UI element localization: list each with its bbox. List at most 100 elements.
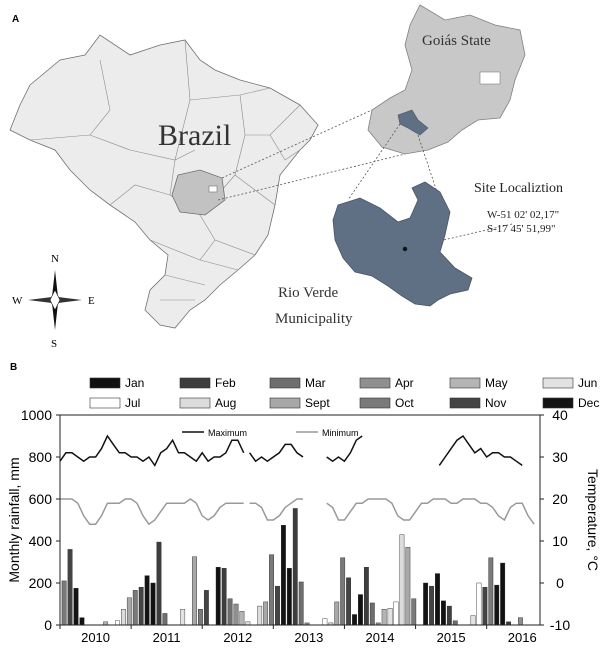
rainfall-bar — [494, 584, 500, 626]
federal-district-brazil — [208, 185, 218, 193]
map-figure: A Brazil Goiás State Site Localiztion — [9, 4, 563, 350]
site-location-marker — [402, 246, 408, 252]
left-tick-label: 800 — [29, 449, 53, 465]
rainfall-bar — [150, 582, 156, 626]
legend-swatch-aug — [179, 397, 211, 409]
rainfall-bar — [441, 600, 446, 626]
year-label: 2012 — [223, 630, 252, 645]
rainfall-bar — [198, 609, 203, 626]
legend-label-jan: Jan — [125, 376, 144, 390]
rainfall-bar — [162, 613, 168, 626]
rainfall-bar — [423, 582, 429, 626]
rainfall-bar — [369, 602, 375, 626]
rainfall-bar — [292, 508, 298, 626]
rainfall-bar — [411, 598, 417, 626]
left-tick-label: 600 — [29, 491, 53, 507]
rainfall-bar — [227, 598, 233, 626]
legend-label-jun: Jun — [578, 376, 597, 390]
left-tick-label: 1000 — [21, 407, 52, 423]
rainfall-bar — [138, 586, 144, 626]
rainfall-bar — [203, 590, 209, 626]
rainfall-bar — [263, 601, 269, 626]
rainfall-bar — [257, 605, 263, 626]
legend-swatch-sept — [269, 397, 301, 409]
month-legend: Jan Feb Mar Apr May Jun Jul Aug Sept Oct Nov Dec — [89, 376, 599, 410]
year-label: 2010 — [81, 630, 110, 645]
rainfall-bar — [298, 581, 304, 626]
rainfall-bar — [446, 605, 452, 626]
chart-panel: B Jan Feb Mar Apr May Jun Jul Aug Sept Oct Nov Dec … — [0, 360, 600, 650]
minimum-temperature-line-segment — [60, 498, 244, 526]
rainfall-bar — [144, 575, 150, 626]
rainfall-bar — [500, 562, 506, 626]
y-axis-label-right: Temperature, °C — [585, 469, 600, 571]
rainfall-bar — [192, 556, 197, 626]
maximum-legend-label: Maximum — [208, 428, 247, 438]
year-label: 2014 — [366, 630, 395, 645]
right-tick-label: 40 — [552, 407, 568, 423]
connector-lines — [217, 109, 513, 250]
goias-in-brazil — [171, 169, 226, 216]
right-tick-label: -10 — [550, 617, 570, 633]
legend-swatch-jan — [89, 377, 121, 389]
rainfall-bar — [429, 585, 434, 626]
site-title: Site Localiztion — [474, 181, 563, 196]
legend-swatch-may — [449, 377, 481, 389]
rainfall-bar — [470, 615, 476, 626]
legend-label-apr: Apr — [395, 376, 414, 390]
rainfall-bar — [381, 609, 387, 626]
year-label: 2011 — [153, 630, 181, 645]
coordinate-s: S-17 45' 51,99" — [487, 223, 556, 235]
compass-rose-icon — [28, 270, 82, 330]
coordinate-w: W-51 02' 02,17" — [487, 209, 559, 221]
rainfall-bar — [275, 585, 280, 626]
maximum-temperature-line-segment — [326, 435, 363, 463]
left-tick-label: 400 — [29, 533, 53, 549]
left-tick-label: 0 — [44, 617, 52, 633]
rainfall-bar — [399, 534, 405, 626]
maximum-temperature-line-segment — [438, 434, 523, 467]
legend-swatch-jun — [542, 377, 574, 389]
rio-verde-municipality-map — [332, 181, 473, 307]
rainfall-bar — [334, 601, 340, 626]
municipality-label-line2: Municipality — [275, 311, 353, 327]
legend-label-dec: Dec — [578, 396, 599, 410]
rainfall-bar — [322, 618, 328, 626]
right-tick-label: 10 — [552, 533, 568, 549]
rainfall-bar — [121, 609, 126, 626]
compass-north: N — [51, 253, 59, 265]
legend-label-nov: Nov — [485, 396, 506, 410]
rainfall-bar — [221, 568, 227, 626]
rainfall-bar — [352, 614, 357, 626]
rainfall-bar — [115, 620, 120, 626]
legend-swatch-jul — [89, 397, 121, 409]
compass-south: S — [51, 338, 57, 350]
legend-label-feb: Feb — [215, 376, 236, 390]
rainfall-bar — [79, 617, 85, 626]
left-tick-label: 200 — [29, 575, 53, 591]
minimum-temperature-line-segment — [249, 498, 303, 521]
minimum-legend-label: Minimum — [322, 428, 359, 438]
legend-swatch-feb — [179, 377, 211, 389]
year-label: 2015 — [437, 630, 466, 645]
rainfall-bar — [180, 609, 186, 626]
right-tick-label: 0 — [556, 575, 564, 591]
chart-axes: 0 200 400 600 800 1000 -10 0 10 20 30 40 2010 2011 201… — [6, 407, 600, 645]
rainfall-bar — [215, 567, 221, 626]
year-label: 2016 — [508, 630, 537, 645]
rainfall-bar — [518, 617, 523, 626]
y-axis-label: Monthly rainfall, mm — [6, 457, 22, 582]
federal-district-state — [479, 71, 501, 85]
rainfall-bar — [239, 611, 245, 626]
goias-state-map — [367, 4, 526, 155]
legend-swatch-oct — [359, 397, 391, 409]
rainfall-bar — [435, 573, 440, 626]
legend-swatch-nov — [449, 397, 481, 409]
country-label: Brazil — [158, 119, 231, 152]
state-label: Goiás State — [422, 33, 491, 49]
rainfall-bar — [358, 594, 363, 626]
rainfall-bar — [346, 577, 351, 626]
rainfall-bar — [61, 580, 67, 626]
rainfall-bar — [156, 541, 162, 626]
